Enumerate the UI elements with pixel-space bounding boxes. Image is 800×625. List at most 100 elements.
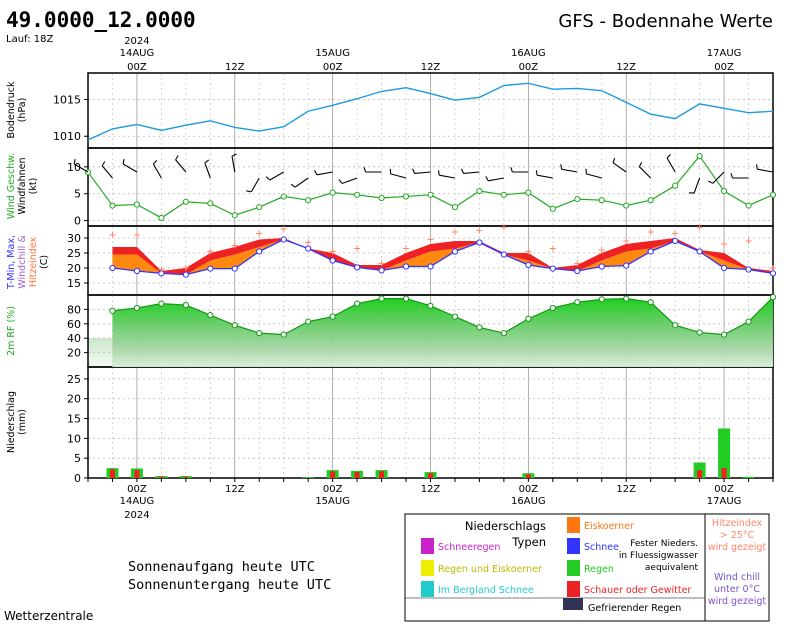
bottom-date-label: 15AUG <box>315 496 350 507</box>
wind-barb-flag <box>338 179 343 184</box>
legend-item: Regen und Eiskoerner <box>438 564 542 575</box>
sunset-label: Sonnenuntergang heute UTC <box>128 577 331 593</box>
tmin-point <box>256 248 263 255</box>
precip-conv-bar <box>183 476 189 478</box>
bottom-time-label: 00Z <box>127 484 147 495</box>
bottom-time-label: 12Z <box>616 484 636 495</box>
bottom-time-label: 12Z <box>421 484 441 495</box>
wind-barb <box>250 177 260 193</box>
y-tick-label: 20 <box>67 347 81 360</box>
precip-conv-bar <box>134 470 140 478</box>
wind-point <box>109 202 116 209</box>
tmin-point <box>133 267 141 275</box>
legend-item: Gefrierender Regen <box>588 603 681 614</box>
tmin-point <box>280 236 287 243</box>
precip-bar <box>302 477 315 478</box>
wind-barb-flag <box>485 176 489 182</box>
rh-point <box>696 329 703 336</box>
temp-label: Hitzeindex <box>28 236 39 287</box>
precip-conv-bar <box>109 469 115 478</box>
rh-label: 2m RF (%) <box>6 306 17 356</box>
tmin-point <box>476 239 483 246</box>
pressure-line <box>87 82 774 141</box>
rh-point <box>720 331 728 338</box>
precip-conv-bar <box>354 472 360 478</box>
wind-barb-flag <box>510 167 513 173</box>
wind-label: (kt) <box>28 178 39 195</box>
tmin-point <box>231 265 238 272</box>
rh-point <box>354 300 361 307</box>
wind-panel: 0 5 10 <box>67 147 774 228</box>
wind-point <box>500 191 507 198</box>
bottom-time-label: 12Z <box>225 484 245 495</box>
rh-point <box>305 318 312 325</box>
top-time-label: 00Z <box>519 62 539 73</box>
tmin-point <box>647 248 654 255</box>
legend-chill-note: Wind chill <box>714 572 760 583</box>
legend-heat-note: wird gezeigt <box>708 542 767 553</box>
y-tick-label: 0 <box>74 472 81 485</box>
precip-conv-bar <box>330 471 336 478</box>
precip-conv-bar <box>525 474 531 478</box>
rh-point <box>280 331 287 338</box>
legend-title: Typen <box>511 535 546 549</box>
wind-barb-flag <box>101 161 106 167</box>
rh-line <box>112 296 774 336</box>
precip-label: (mm) <box>17 409 28 435</box>
wind-barb <box>73 163 89 173</box>
wind-barb <box>414 171 431 174</box>
legend-note: in Fluessigwasser <box>619 551 698 561</box>
tmin-point <box>354 264 361 271</box>
legend-item: Eiskoerner <box>584 521 634 532</box>
legend-item: Regen <box>584 564 614 575</box>
chart-title: GFS - Bodennahe Werte <box>558 11 773 32</box>
legend-item: Im Bergland Schnee <box>438 585 534 596</box>
temp-label: T-Min, Max, <box>6 235 17 290</box>
tmin-point <box>378 267 385 274</box>
legend-chill-note: wird gezeigt <box>708 596 767 607</box>
wind-barb-flag <box>461 168 464 174</box>
y-tick-label: 1010 <box>53 130 81 143</box>
tmin-point <box>574 267 581 275</box>
tmin-point <box>672 237 679 245</box>
legend-item: Schnee <box>584 542 619 553</box>
temp-label: (C) <box>39 255 50 269</box>
tmin-point <box>598 263 605 270</box>
wind-barb <box>536 174 553 179</box>
wind-barb-flag <box>246 190 252 193</box>
tmin-point <box>427 263 434 270</box>
y-tick-label: 60 <box>67 318 81 331</box>
wind-barb-flag <box>363 167 367 173</box>
tmin-point <box>451 248 459 255</box>
wind-barb <box>666 157 676 173</box>
wind-barb-flag <box>638 161 643 167</box>
wind-point <box>354 191 361 198</box>
bottom-year-label: 2024 <box>124 510 149 521</box>
rh-point <box>207 312 214 319</box>
rh-point <box>647 299 654 306</box>
bottom-date-label: 14AUG <box>120 496 155 507</box>
wind-label: Windfahnen <box>17 158 28 215</box>
wind-point <box>305 197 312 204</box>
top-year-label: 2024 <box>124 36 149 47</box>
y-tick-label: 40 <box>67 332 81 345</box>
rh-area <box>112 297 773 367</box>
wind-point <box>158 214 165 222</box>
wind-barb-flag <box>756 164 758 170</box>
wind-barb <box>231 156 236 173</box>
wind-point <box>696 152 703 160</box>
wind-barb <box>561 168 578 173</box>
pressure-label: Bodendruck <box>6 81 17 138</box>
wind-point <box>451 204 459 211</box>
wind-barb <box>757 168 774 173</box>
legend-item: Schauer oder Gewitter <box>584 585 691 596</box>
wind-point <box>647 197 654 204</box>
y-tick-label: 5 <box>74 188 81 201</box>
wind-barb-flag <box>265 176 271 181</box>
tmin-point <box>182 271 189 278</box>
tmin-point <box>549 265 556 272</box>
y-tick-label: 25 <box>67 373 81 386</box>
tmin-point <box>623 262 630 269</box>
wind-point <box>256 204 263 211</box>
wind-point <box>598 197 605 204</box>
